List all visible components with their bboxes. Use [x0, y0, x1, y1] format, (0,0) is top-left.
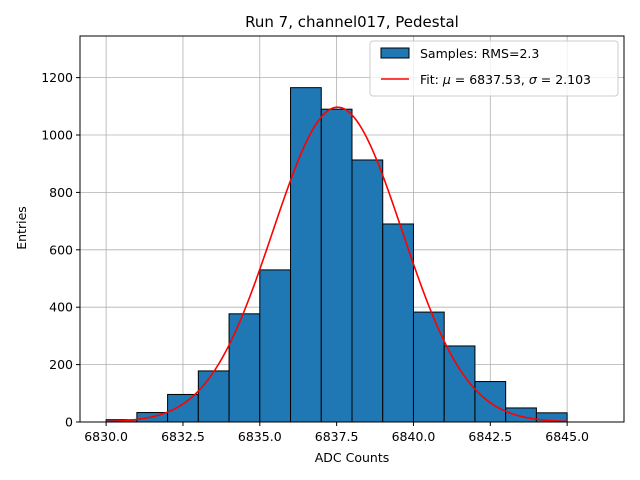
histogram-bar-5 [228, 313, 261, 423]
legend-fit-mu-symbol: μ [442, 72, 451, 87]
x-tick-label: 6840.0 [392, 429, 436, 444]
histogram-bar-7 [290, 87, 322, 423]
y-axis-label: Entries [14, 206, 29, 250]
y-tick-label: 600 [49, 242, 73, 257]
histogram-bar-4 [197, 370, 230, 423]
chart-title: Run 7, channel017, Pedestal [245, 13, 459, 31]
legend-fit-label: Fit: μ = 6837.53, σ = 2.103 [420, 72, 591, 87]
x-tick-label: 6832.5 [161, 429, 205, 444]
x-axis-ticks: 6830.0 6832.5 6835.0 6837.5 6840.0 6842.5 6845… [84, 422, 589, 444]
histogram-bar-6 [259, 269, 292, 423]
y-tick-label: 400 [49, 300, 73, 315]
legend: Samples: RMS=2.3 Fit: μ = 6837.53, σ = 2… [369, 40, 619, 97]
y-axis-ticks: 0 200 400 600 800 1000 1200 [41, 70, 80, 430]
x-axis-label: ADC Counts [315, 450, 390, 465]
legend-fit-mu-value: = 6837.53, [451, 72, 529, 87]
x-tick-label: 6837.5 [315, 429, 359, 444]
histogram-bar-9 [351, 159, 384, 423]
axes-frame [79, 35, 625, 423]
histogram-bar-8 [320, 108, 353, 423]
legend-fit-prefix: Fit: [420, 72, 443, 87]
x-tick-label: 6845.0 [545, 429, 589, 444]
legend-box [369, 40, 619, 97]
legend-fit-sigma-symbol: σ [529, 72, 538, 87]
y-tick-label: 0 [65, 415, 73, 430]
y-tick-label: 200 [49, 357, 73, 372]
gaussian-fit-curve [106, 106, 568, 423]
x-tick-label: 6842.5 [468, 429, 512, 444]
x-tick-label: 6830.0 [84, 429, 128, 444]
legend-fit-sigma-value: = 2.103 [537, 72, 591, 87]
legend-samples-patch [380, 47, 410, 59]
legend-samples-label: Samples: RMS=2.3 [420, 46, 539, 61]
histogram-bar-14 [505, 407, 537, 423]
x-tick-label: 6835.0 [238, 429, 282, 444]
y-tick-label: 1200 [41, 70, 73, 85]
y-tick-label: 800 [49, 185, 73, 200]
histogram-bar-10 [382, 223, 414, 423]
histogram-bar-11 [412, 311, 445, 423]
histogram-bar-3 [167, 393, 199, 423]
y-tick-label: 1000 [41, 128, 73, 143]
